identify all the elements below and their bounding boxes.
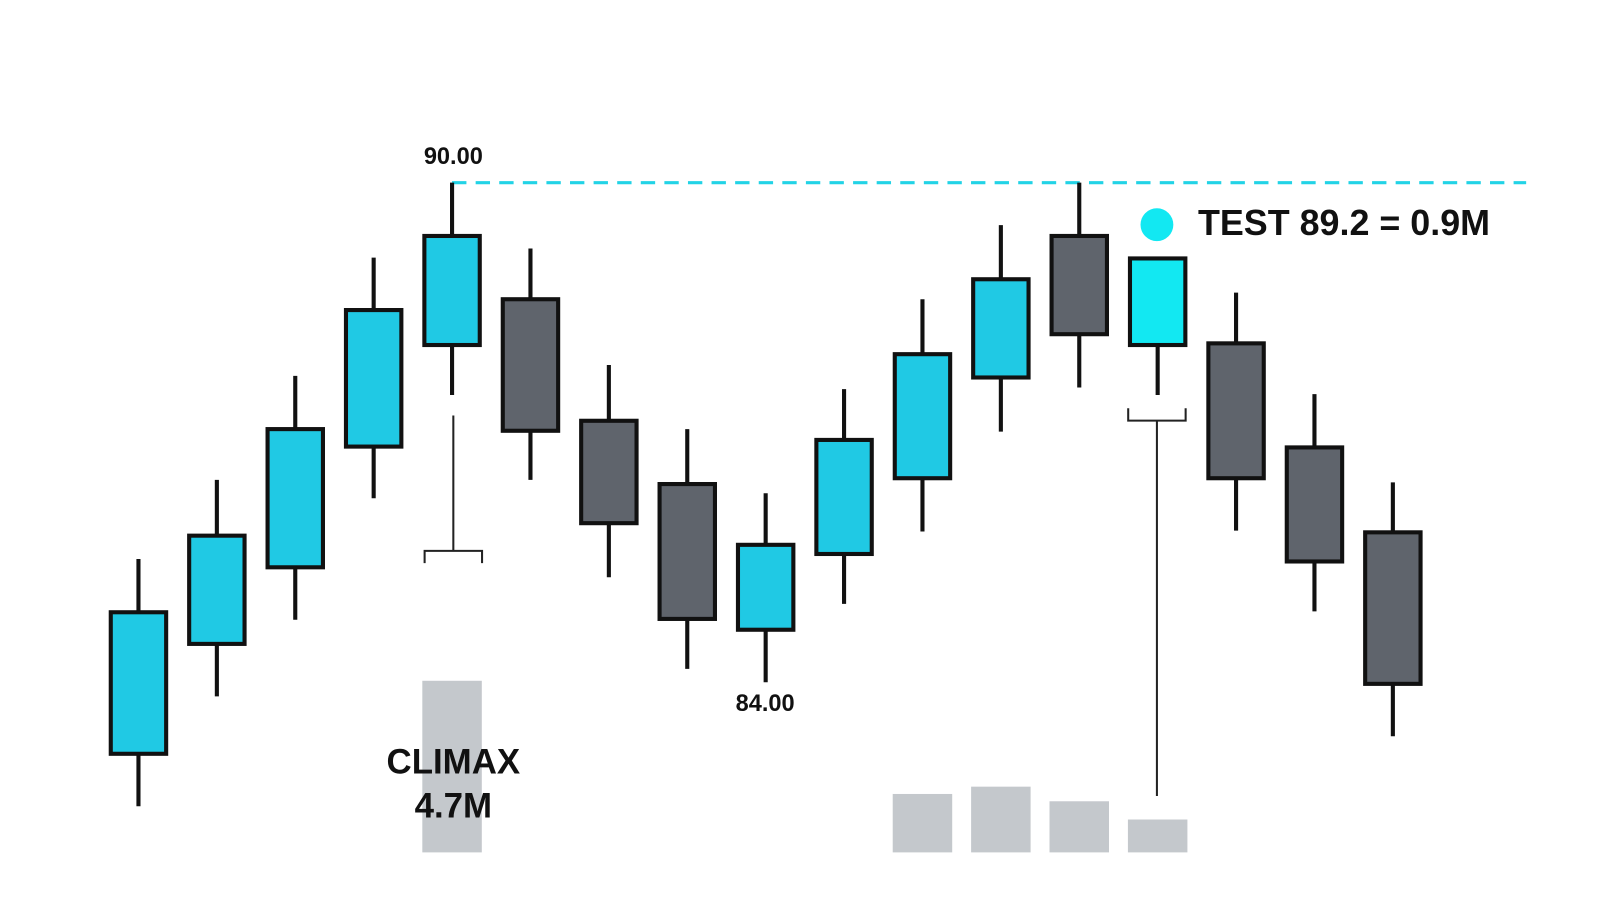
low-label: 84.00 [736,690,795,716]
candle-body [108,610,169,756]
test-label: TEST 89.2 = 0.9M [1198,203,1490,243]
volume-layer [422,680,1188,853]
candle-body [422,233,482,348]
candle-body [1127,256,1188,348]
candle-body [971,277,1031,380]
candle-body [343,308,404,449]
candle-body [1206,341,1266,481]
test-marker [1140,208,1174,242]
volume-bar [971,786,1031,853]
climax-volume-label: 4.7M [415,787,493,826]
candle-body [500,297,561,433]
candle-body [1049,233,1110,337]
bracket [1127,408,1187,422]
candle-body [814,437,874,557]
candle-body [892,352,953,481]
candle-body [265,427,326,570]
volume-bar [1049,801,1110,853]
candle-body [579,418,639,526]
candle-body [735,542,796,632]
climax-label: CLIMAX [387,742,521,781]
candles-layer [108,181,1527,807]
candle-body [657,482,718,621]
bracket [423,549,484,564]
volume-bar [422,680,482,853]
candle-body [1284,445,1345,564]
candle-body [187,533,247,646]
volume-bar [1127,819,1188,853]
volume-bar [892,793,953,853]
candle-body [1363,530,1423,686]
high-label: 90.00 [424,143,483,169]
